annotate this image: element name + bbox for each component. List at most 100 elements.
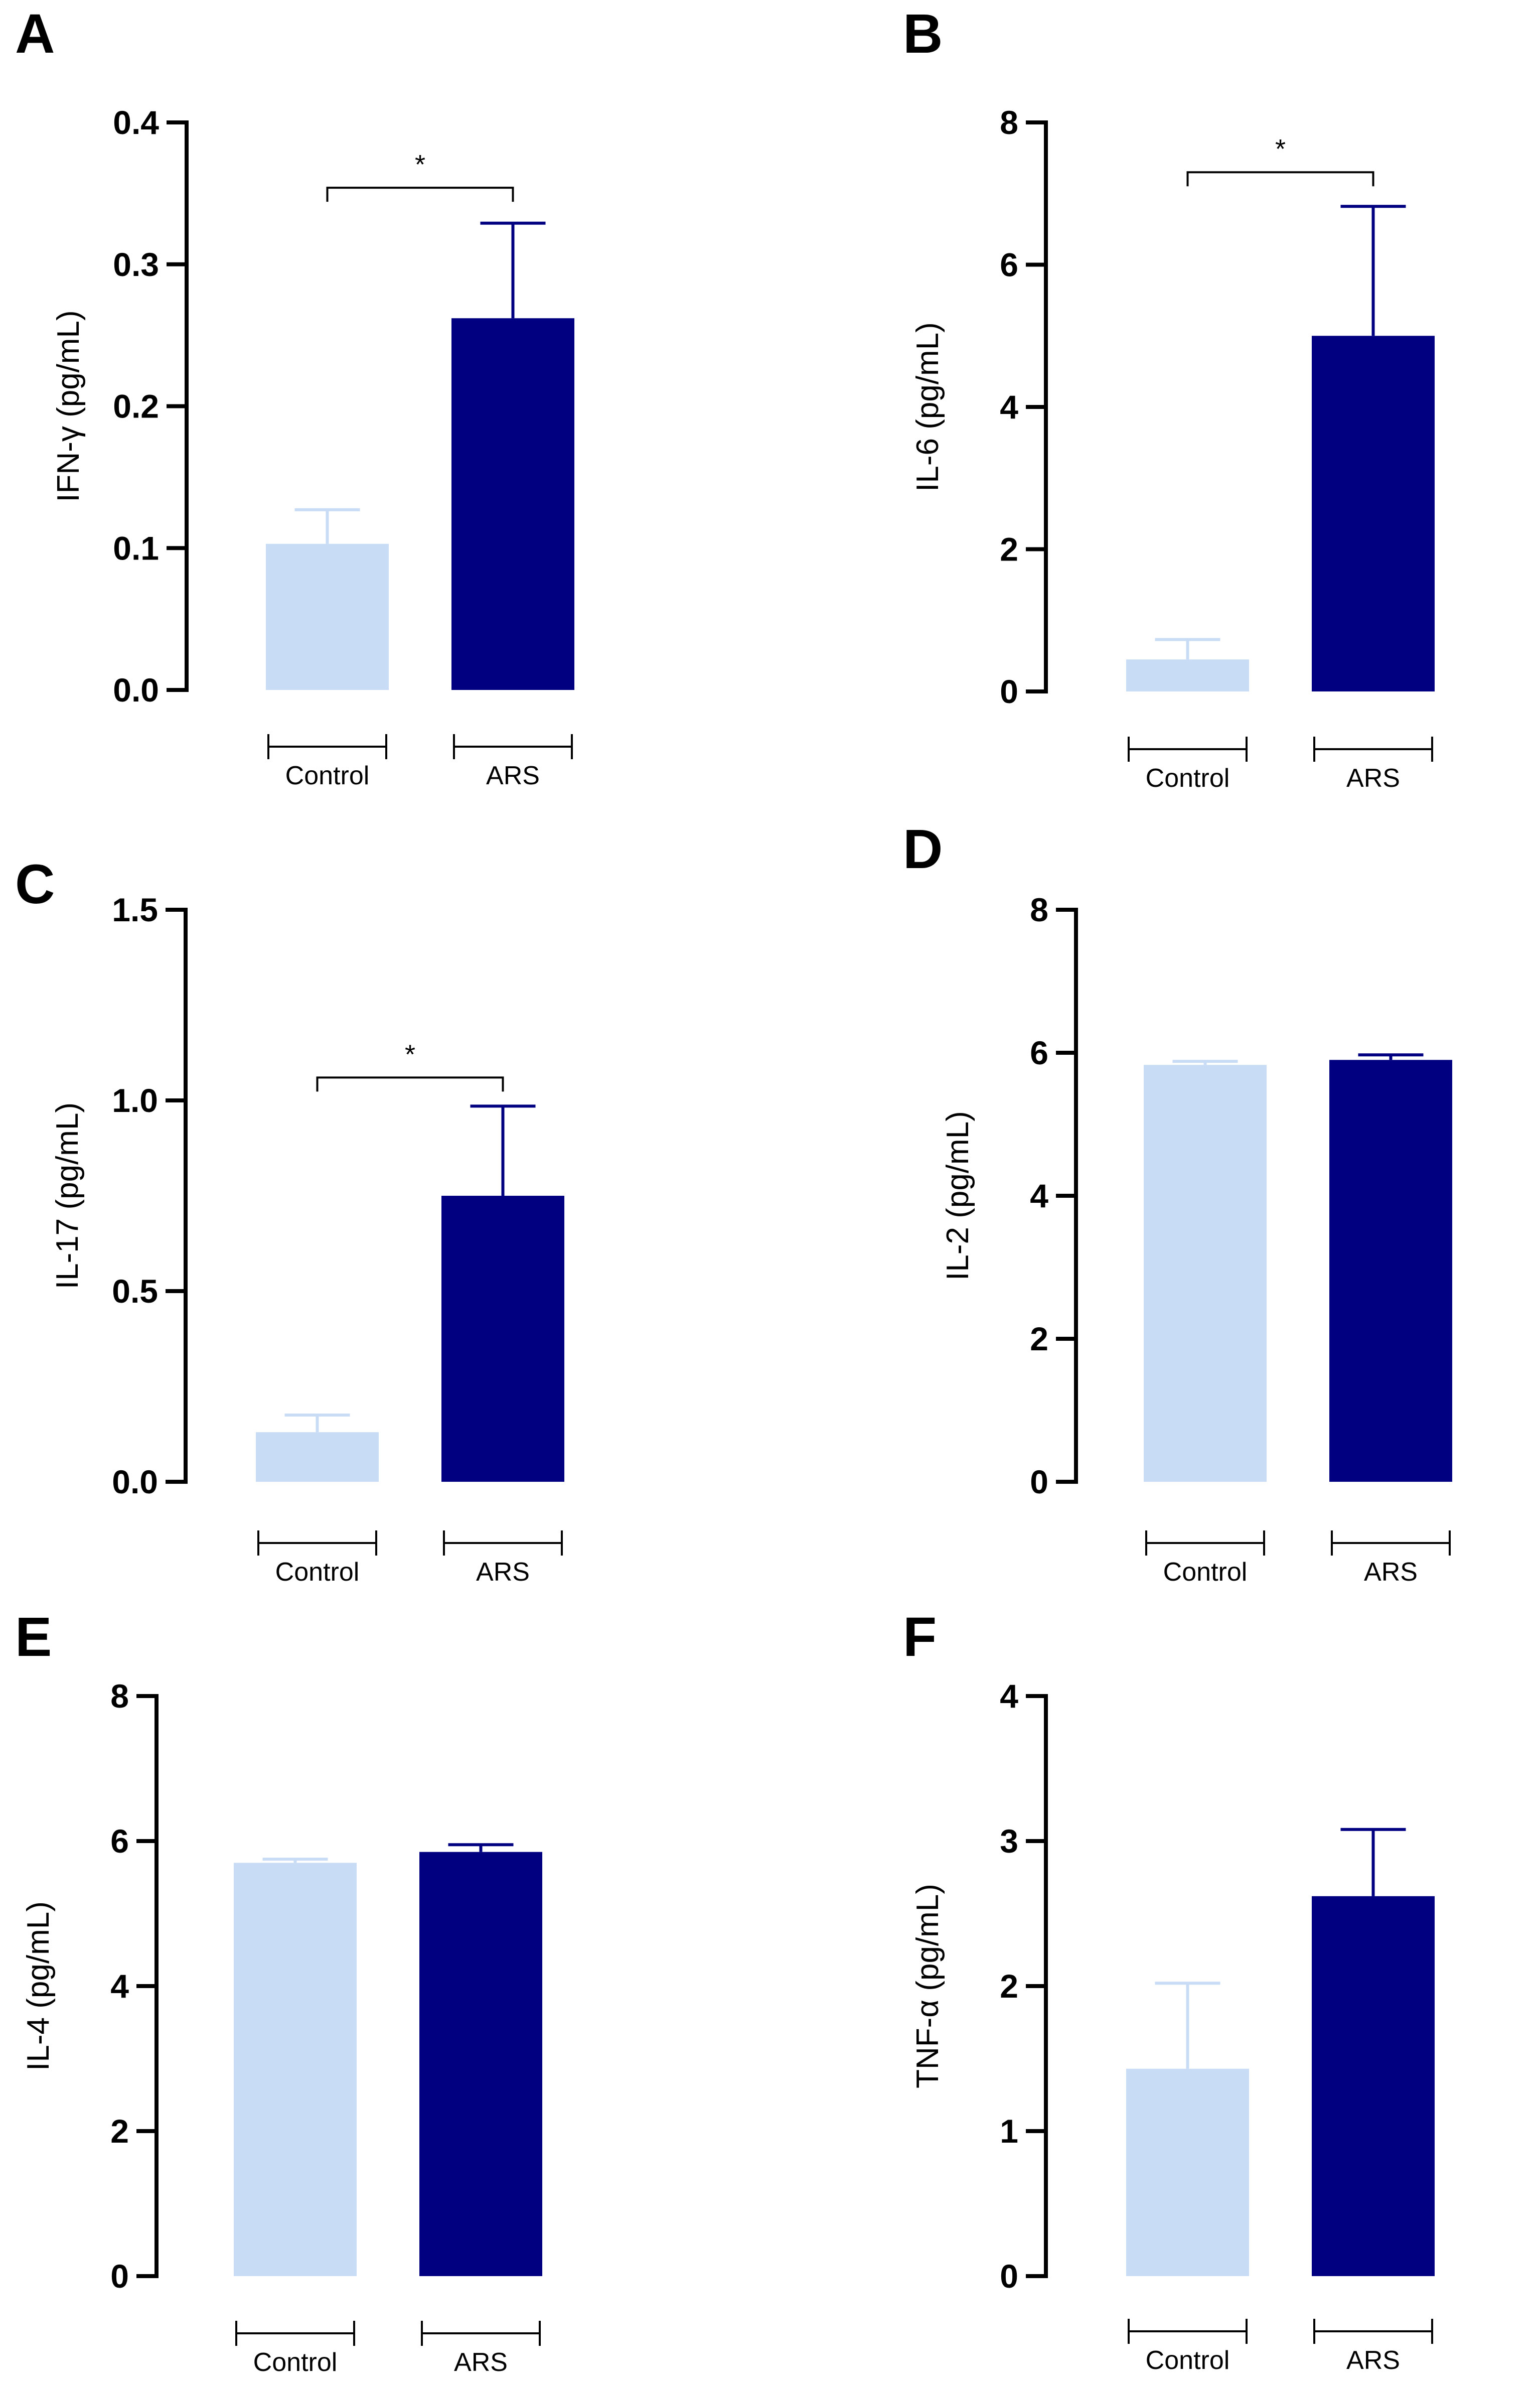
y-axis-label: IL-4 (pg/mL) [21, 1901, 56, 2071]
y-tick-label: 1 [1000, 2113, 1018, 2150]
group-bracket-ars [453, 734, 573, 759]
error-bar-ars [480, 221, 546, 319]
y-tick-label: 0 [1030, 1463, 1048, 1500]
y-tick-label: 0.0 [113, 671, 159, 709]
group-label-control: Control [1163, 1558, 1248, 1587]
bar-ars [419, 1852, 542, 2276]
group-bracket-control [1128, 737, 1248, 762]
bar-ars [441, 1196, 564, 1482]
group-label-ars: ARS [486, 761, 540, 790]
error-bar-ars [1358, 1053, 1424, 1060]
panel-a: A Control ARS 0.0 0.1 0.2 0.3 0.4 IFN-γ (pg/mL) * [15, 3, 574, 790]
error-bar-control [1172, 1060, 1238, 1065]
error-bar-ars [1340, 1828, 1406, 1896]
error-bar-control [1155, 638, 1220, 660]
y-tick-label: 3 [1000, 1822, 1018, 1860]
y-tick-label: 0.0 [112, 1463, 158, 1500]
error-bar-ars [448, 1843, 514, 1852]
group-label-ars: ARS [1346, 764, 1400, 793]
y-tick-label: 8 [110, 1677, 129, 1715]
y-axis-label: IL-6 (pg/mL) [910, 322, 945, 492]
significance-marker: * [415, 150, 425, 180]
y-tick-label: 0.3 [113, 246, 159, 283]
panel-b: B Control ARS 0 2 4 6 8 IL-6 (pg/mL) * [903, 3, 1435, 793]
significance-bracket [1186, 171, 1374, 187]
y-tick-label: 0 [110, 2258, 129, 2295]
group-label-control: Control [285, 761, 370, 790]
bar-ars [451, 318, 574, 690]
y-tick-label: 6 [1000, 246, 1018, 284]
panel-c: C Control ARS 0.0 0.5 1.0 1.5 IL-17 (pg/mL) * [15, 854, 564, 1587]
y-tick-label: 1.0 [112, 1082, 158, 1119]
panel-letter: C [15, 854, 55, 915]
error-bar-ars [1340, 205, 1406, 336]
y-tick-label: 6 [1030, 1034, 1048, 1071]
group-bracket-ars [443, 1530, 563, 1556]
significance-bracket [326, 187, 514, 202]
error-bar-ars [470, 1104, 536, 1196]
panel-letter: A [15, 3, 55, 65]
group-bracket-control [267, 734, 387, 759]
y-tick-label: 6 [110, 1822, 129, 1860]
group-label-control: Control [275, 1558, 360, 1587]
panel-letter: E [15, 1606, 52, 1668]
significance-bracket [316, 1076, 504, 1092]
group-label-control: Control [1146, 2346, 1230, 2375]
group-bracket-ars [421, 2321, 541, 2346]
y-tick-label: 4 [1030, 1177, 1048, 1214]
bar-ars [1329, 1060, 1452, 1482]
bar-control [1144, 1065, 1267, 1482]
group-bracket-ars [1313, 2319, 1433, 2344]
y-axis-label: IL-17 (pg/mL) [50, 1102, 85, 1289]
bar-control [234, 1863, 357, 2276]
error-bar-control [284, 1414, 350, 1433]
y-tick-label: 2 [1030, 1320, 1048, 1357]
y-axis-label: IL-2 (pg/mL) [941, 1111, 975, 1281]
bar-ars [1312, 336, 1435, 691]
group-label-ars: ARS [1364, 1558, 1418, 1587]
y-tick-label: 2 [110, 2113, 129, 2150]
y-tick-label: 8 [1000, 104, 1018, 141]
group-bracket-control [1128, 2319, 1248, 2344]
group-bracket-control [257, 1530, 377, 1556]
y-axis-label: IFN-γ (pg/mL) [51, 310, 86, 502]
panel-e: E Control ARS 0 2 4 6 8 IL-4 (pg/mL) [15, 1606, 542, 2377]
error-bar-control [262, 1858, 328, 1863]
bar-ars [1312, 1896, 1435, 2276]
panel-letter: B [903, 3, 943, 65]
y-tick-label: 4 [1000, 1677, 1018, 1715]
group-bracket-ars [1331, 1530, 1451, 1556]
group-bracket-control [235, 2321, 355, 2346]
y-tick-label: 8 [1030, 891, 1048, 928]
significance-marker: * [1275, 134, 1286, 164]
group-label-control: Control [1146, 764, 1230, 793]
group-bracket-control [1145, 1530, 1265, 1556]
y-tick-label: 0.2 [113, 388, 159, 425]
y-tick-label: 0 [1000, 2258, 1018, 2295]
y-axis-label: TNF-α (pg/mL) [910, 1884, 945, 2088]
group-label-ars: ARS [476, 1558, 530, 1587]
group-bracket-ars [1313, 737, 1433, 762]
y-tick-label: 2 [1000, 1968, 1018, 2005]
error-bar-control [294, 508, 360, 544]
panel-f: F Control ARS 0 1 2 3 4 TNF-α (pg/mL) [903, 1606, 1435, 2375]
panel-letter: F [903, 1606, 937, 1668]
panel-letter: D [903, 818, 943, 880]
group-label-ars: ARS [454, 2348, 508, 2377]
group-label-ars: ARS [1346, 2346, 1400, 2375]
y-tick-label: 0.1 [113, 529, 159, 567]
y-tick-label: 4 [110, 1968, 129, 2005]
y-tick-label: 2 [1000, 531, 1018, 568]
y-tick-label: 0.4 [113, 104, 159, 141]
y-tick-label: 0 [1000, 673, 1018, 710]
significance-marker: * [405, 1039, 415, 1069]
panel-d: D Control ARS 0 2 4 6 8 IL-2 (pg/mL) [903, 818, 1452, 1587]
error-bar-control [1155, 1982, 1220, 2069]
bar-control [1126, 659, 1249, 691]
bar-control [256, 1432, 379, 1482]
group-label-control: Control [253, 2348, 338, 2377]
y-tick-label: 0.5 [112, 1273, 158, 1310]
y-tick-label: 4 [1000, 388, 1018, 426]
bar-control [266, 543, 389, 690]
